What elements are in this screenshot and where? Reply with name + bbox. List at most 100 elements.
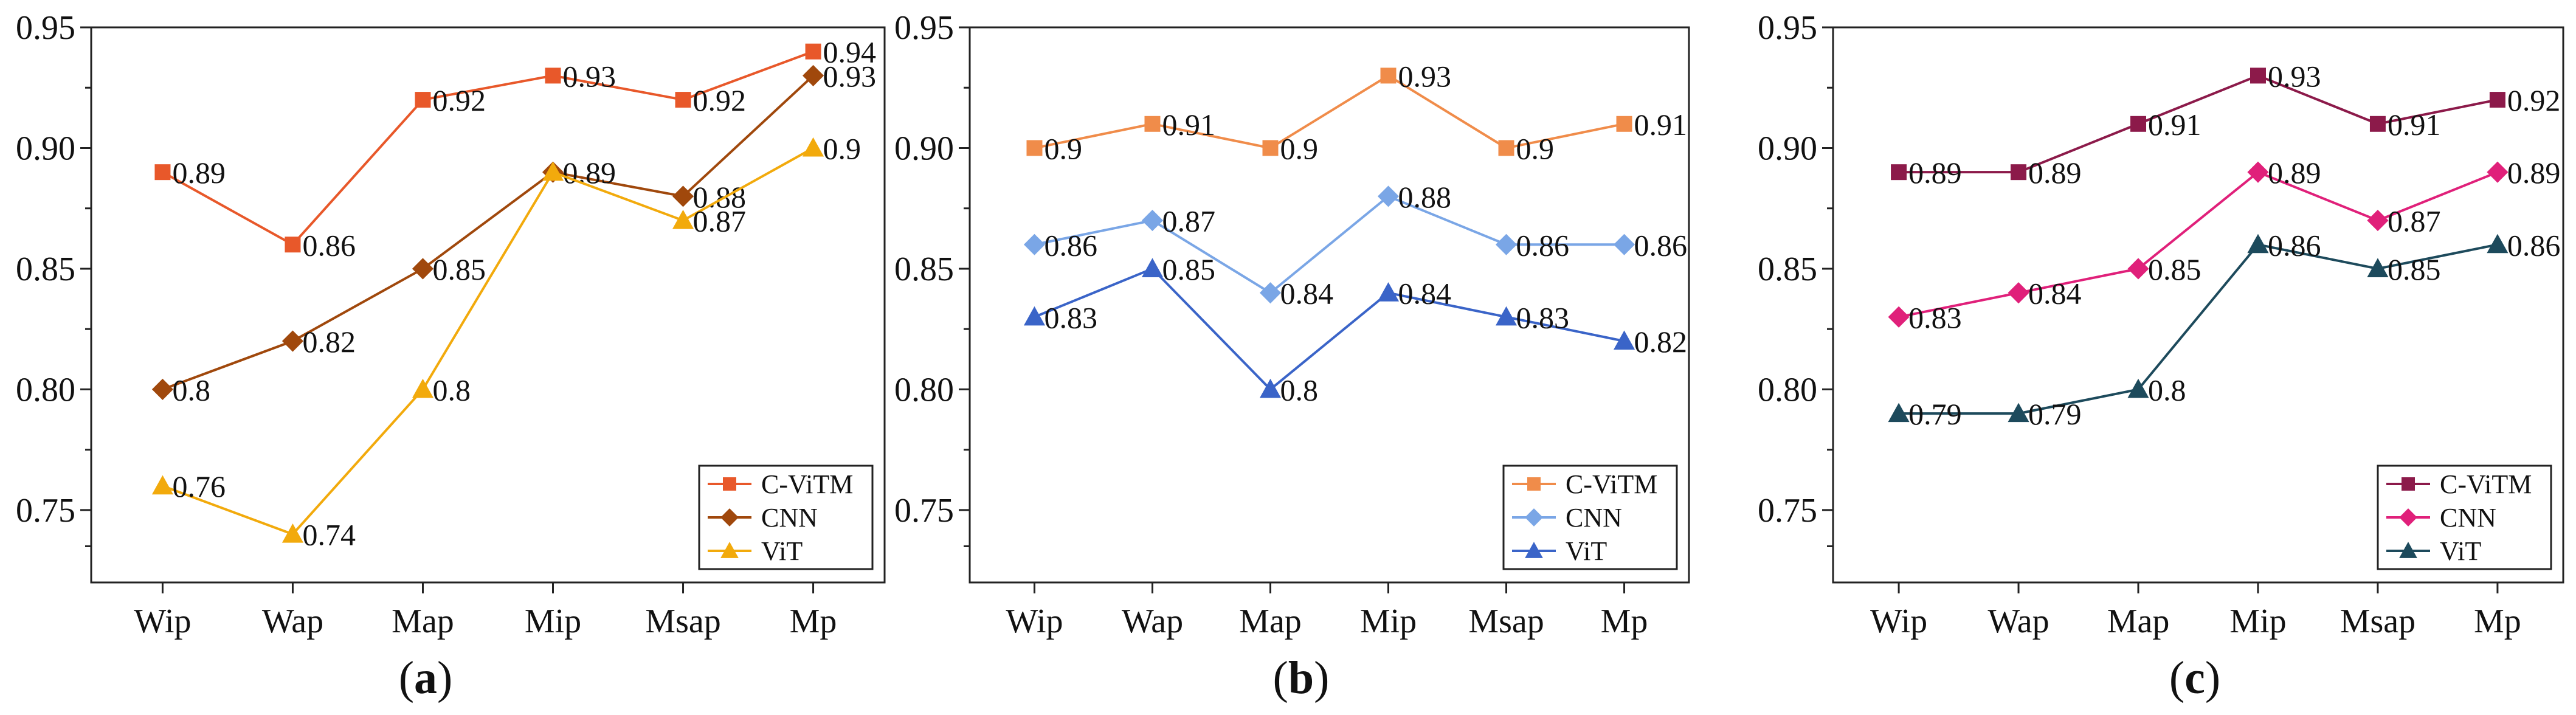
y-tick-label: 0.95: [16, 9, 75, 47]
legend-marker: [2399, 542, 2417, 558]
data-label: 0.8: [432, 373, 471, 407]
x-tick-label: Msap: [2340, 603, 2415, 640]
data-label: 0.89: [1908, 156, 1962, 190]
plot-frame: [1832, 26, 2564, 584]
x-tick-label: Map: [2107, 603, 2170, 640]
data-label: 0.86: [302, 228, 355, 262]
data-point: [1259, 378, 1282, 398]
legend-marker: [720, 542, 739, 558]
data-label: 0.88: [693, 180, 747, 214]
data-point: [1891, 164, 1907, 181]
data-point: [281, 330, 304, 352]
legend-marker: [1525, 508, 1543, 527]
data-label: 0.9: [823, 131, 862, 165]
caption-paren-open: (: [399, 652, 414, 703]
legend-item: C-ViTM: [1512, 469, 1657, 499]
x-tick-label: Wap: [262, 603, 323, 640]
data-point: [412, 378, 434, 398]
panel-caption: (c): [2169, 652, 2220, 703]
chart-panel-c: 0.75 0.80 0.85 0.90 0.95 Wip Wap Map Mip Msap Mp 0.…: [1758, 9, 2564, 703]
data-label: 0.86: [1516, 228, 1570, 262]
data-label: 0.87: [1162, 204, 1215, 238]
caption-paren-close: ): [1314, 652, 1329, 703]
data-point: [542, 161, 564, 181]
data-label: 0.88: [1398, 180, 1452, 214]
data-label: 0.86: [1634, 228, 1688, 262]
data-point: [1144, 116, 1161, 132]
series-line: [162, 74, 814, 391]
data-label: 0.79: [1908, 397, 1962, 431]
data-point: [281, 523, 304, 543]
data-label: 0.87: [2388, 204, 2441, 238]
series-line: [1899, 74, 2498, 174]
data-point: [2127, 258, 2149, 280]
x-tick-label: Map: [392, 603, 454, 640]
data-point: [412, 258, 434, 280]
data-point: [1380, 67, 1397, 84]
legend-label: C-ViTM: [2440, 469, 2532, 499]
data-point: [672, 210, 694, 229]
caption-paren-open: (: [1273, 652, 1288, 703]
x-tick-label: Mp: [2474, 603, 2521, 640]
legend-label: ViT: [761, 536, 803, 566]
y-tick-label: 0.80: [1758, 371, 1817, 409]
y-tick-label: 0.80: [894, 371, 954, 409]
data-point: [545, 67, 561, 84]
x-tick-label: Wip: [134, 603, 191, 640]
data-label: 0.8: [1280, 373, 1318, 407]
data-point: [1141, 210, 1164, 232]
y-tick-label: 0.95: [1758, 9, 1817, 47]
series-line: [1034, 74, 1625, 150]
data-point: [1023, 233, 1046, 255]
x-tick-label: Mip: [2229, 603, 2286, 640]
legend-item: CNN: [1512, 503, 1622, 533]
x-tick-label: Wip: [1870, 603, 1927, 640]
y-tick-label: 0.90: [1758, 130, 1817, 167]
data-label: 0.85: [432, 252, 486, 286]
data-point: [672, 185, 694, 207]
data-point: [151, 378, 173, 400]
x-tick-label: Mp: [1601, 603, 1648, 640]
y-tick-label: 0.85: [894, 250, 954, 288]
data-point: [1616, 116, 1632, 132]
y-tick-label: 0.80: [16, 371, 75, 409]
data-point: [2487, 233, 2509, 254]
data-label: 0.89: [2507, 156, 2561, 190]
x-tick-label: Wip: [1006, 603, 1063, 640]
legend-label: ViT: [1566, 536, 1607, 566]
data-label: 0.82: [1634, 325, 1688, 359]
data-label: 0.93: [2268, 59, 2321, 93]
series-vit: 0.76 0.74 0.8 0.87 0.9: [151, 131, 862, 552]
chart-panel-b: 0.75 0.80 0.85 0.90 0.95 Wip Wap Map Mip Msap Mp 0.…: [894, 9, 1690, 703]
data-point: [675, 92, 691, 108]
data-label: 0.92: [432, 83, 486, 117]
legend-marker: [723, 477, 736, 491]
data-label: 0.83: [1044, 300, 1097, 334]
data-point: [2489, 92, 2505, 108]
data-label: 0.89: [172, 156, 226, 190]
data-label: 0.92: [693, 83, 747, 117]
plot-frame: [969, 26, 1690, 584]
data-label: 0.83: [1516, 300, 1570, 334]
data-label: 0.79: [2028, 397, 2082, 431]
data-label: 0.89: [563, 156, 616, 190]
plot-frame: [90, 26, 886, 584]
caption-paren-close: ): [2205, 652, 2220, 703]
caption-paren-open: (: [2169, 652, 2184, 703]
data-label: 0.91: [1634, 108, 1688, 142]
data-point: [1262, 140, 1279, 156]
data-label: 0.91: [2148, 108, 2201, 142]
series-vit: 0.83 0.85 0.8 0.84 0.83 0.82: [1023, 252, 1688, 407]
data-label: 0.86: [2268, 228, 2321, 262]
legend-item: ViT: [708, 536, 803, 566]
data-point: [1888, 306, 1910, 328]
series-vit: 0.79 0.79 0.8 0.86 0.85 0.86: [1888, 228, 2560, 431]
data-label: 0.84: [1398, 277, 1452, 311]
data-point: [2487, 161, 2509, 183]
panel-caption: (b): [1273, 652, 1330, 703]
x-tick-label: Map: [1239, 603, 1302, 640]
legend-marker: [1525, 542, 1543, 558]
series-line: [162, 50, 814, 246]
